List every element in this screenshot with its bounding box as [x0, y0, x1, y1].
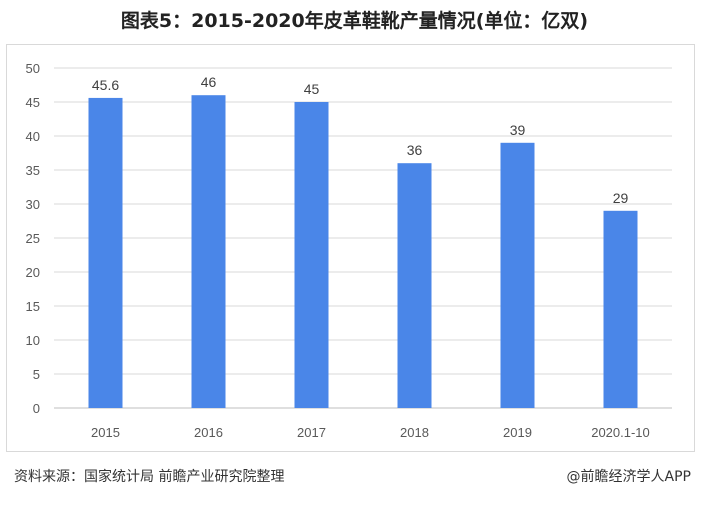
data-label: 29 [613, 190, 629, 206]
bar [191, 95, 226, 408]
data-label: 45.6 [92, 77, 119, 93]
y-tick-label: 0 [33, 401, 40, 416]
x-tick-label: 2020.1-10 [591, 425, 650, 440]
x-tick-label: 2018 [400, 425, 429, 440]
x-tick-label: 2016 [194, 425, 223, 440]
bars [88, 95, 638, 409]
y-tick-label: 30 [26, 197, 40, 212]
y-tick-label: 10 [26, 333, 40, 348]
chart-title: 图表5：2015-2020年皮革鞋靴产量情况(单位：亿双) [120, 10, 589, 32]
y-tick-label: 5 [33, 367, 40, 382]
source-note: 资料来源：国家统计局 前瞻产业研究院整理 [14, 469, 285, 485]
data-label: 39 [510, 122, 526, 138]
bar [397, 163, 432, 408]
data-label: 46 [201, 74, 217, 90]
data-label: 45 [304, 81, 320, 97]
y-axis-ticks: 0 5 10 15 20 25 30 35 40 45 50 [26, 61, 40, 416]
y-tick-label: 15 [26, 299, 40, 314]
x-tick-label: 2015 [91, 425, 120, 440]
bar [500, 142, 535, 409]
x-tick-label: 2019 [503, 425, 532, 440]
y-tick-label: 50 [26, 61, 40, 76]
y-tick-label: 45 [26, 95, 40, 110]
brand-label: @前瞻经济学人APP [566, 469, 691, 485]
bar [88, 97, 123, 409]
x-tick-label: 2017 [297, 425, 326, 440]
y-tick-label: 20 [26, 265, 40, 280]
y-tick-label: 40 [26, 129, 40, 144]
data-label: 36 [407, 142, 423, 158]
data-labels: 45.6 46 45 36 39 29 [92, 74, 629, 206]
y-tick-label: 35 [26, 163, 40, 178]
bar [603, 210, 638, 408]
bar [294, 102, 329, 408]
gridlines [54, 67, 672, 409]
x-axis-ticks: 2015 2016 2017 2018 2019 2020.1-10 [91, 425, 650, 440]
y-tick-label: 25 [26, 231, 40, 246]
